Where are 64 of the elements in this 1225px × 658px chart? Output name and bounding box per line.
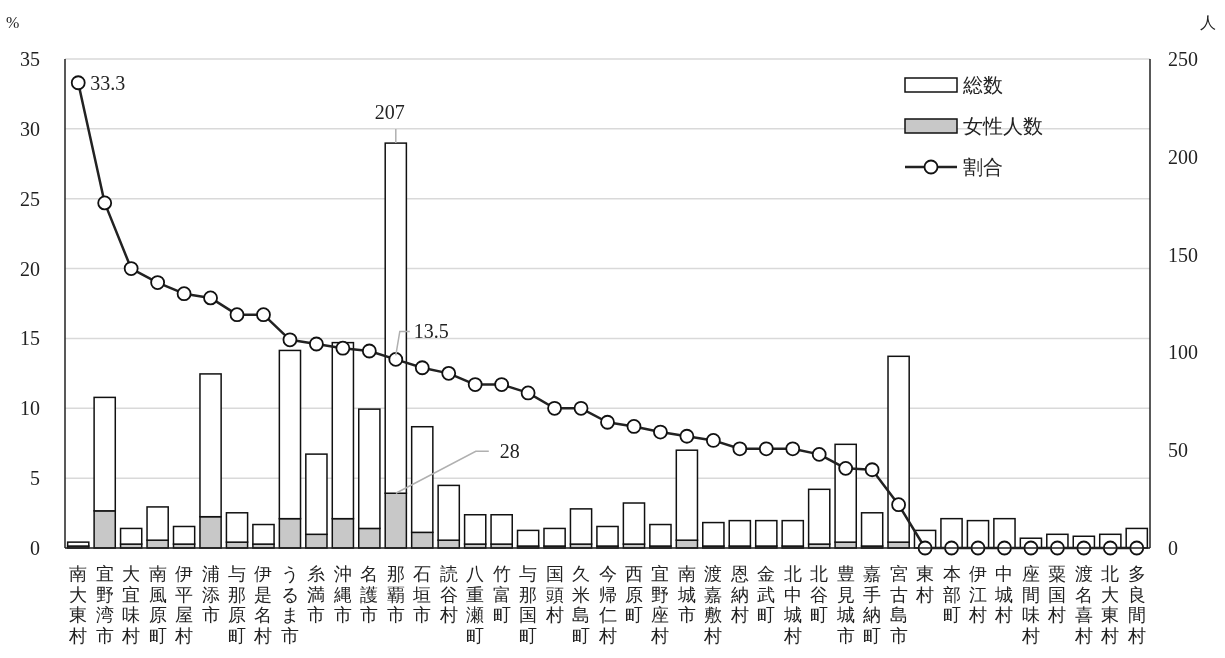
x-tick-label: 宜野湾市 [95,564,114,646]
y2-tick-label: 0 [1168,537,1178,559]
y2-tick-label: 100 [1168,341,1198,364]
x-tick-label: 東村 [915,564,935,605]
x-tick-label: 宮古島市 [889,564,908,646]
y-tick-label: 15 [20,327,40,350]
y2-tick-label: 50 [1168,439,1188,462]
x-tick-label: 名護市 [360,564,379,625]
x-tick-label: 与那原町 [228,564,247,646]
x-tick-label: 豊見城市 [835,564,855,646]
y-tick-label: 5 [30,467,40,490]
x-tick-label: 北谷町 [810,564,829,625]
y-tick-label: 10 [20,397,40,420]
x-tick-label: 本部町 [942,564,961,625]
x-tick-label: 北大東村 [1100,564,1120,646]
x-tick-label: 嘉手納町 [863,564,882,646]
data-label: 33.3 [90,71,126,94]
x-tick-label: 石垣市 [412,564,432,625]
x-tick-label: 宜野座村 [650,564,670,646]
x-tick-label: 糸満市 [307,564,326,625]
legend-label: 女性人数 [963,114,1043,138]
x-tick-label: 那覇市 [386,564,405,625]
x-tick-label: 浦添市 [201,564,220,625]
x-tick-label: 南城市 [676,564,696,625]
x-tick-label: 沖縄市 [332,564,352,625]
y2-tick-label: 200 [1168,145,1198,168]
data-label: 13.5 [413,320,449,343]
total-label: 207 [374,101,405,124]
y2-tick-label: 250 [1168,48,1198,70]
x-tick-label: 多良間村 [1126,564,1146,646]
x-tick-label: うるま市 [280,564,299,646]
x-tick-label: 座間味村 [1020,564,1040,646]
x-tick-label: 竹富町 [492,564,511,625]
x-tick-label: 中城村 [994,564,1014,625]
x-tick-label: 伊平屋村 [174,564,194,646]
legend-label: 総数 [962,73,1003,97]
x-tick-label: 国頭村 [544,564,564,625]
x-tick-label: 読谷村 [438,564,458,625]
data-label: 28 [499,440,520,463]
x-tick-label: 与那国町 [519,564,538,646]
x-tick-label: 南風原町 [148,564,167,646]
y-tick-label: 0 [30,537,40,559]
x-tick-label: 粟国村 [1047,564,1067,625]
y2-tick-label: 150 [1168,243,1198,266]
x-tick-label: 伊江村 [967,564,987,625]
x-tick-label: 南大東村 [68,564,88,646]
x-tick-label: 西原町 [624,564,643,625]
y-tick-label: 25 [20,187,40,210]
x-tick-label: 渡嘉敷村 [703,564,723,646]
x-tick-label: 恩納村 [729,564,749,625]
y-tick-label: 35 [20,48,40,70]
x-tick-label: 伊是名村 [253,564,273,646]
x-tick-label: 今帰仁村 [597,564,617,646]
y2-axis-title: 人 [1200,14,1216,31]
y-tick-label: 30 [20,117,40,140]
x-tick-label: 北中城村 [782,564,802,646]
x-tick-label: 八重瀬町 [466,564,485,646]
legend-label: 割合 [963,155,1003,179]
y-axis-title: % [6,14,20,31]
x-tick-label: 渡名喜村 [1073,564,1093,646]
x-tick-label: 久米島町 [572,564,591,646]
x-tick-label: 大宜味村 [121,564,141,646]
y-tick-label: 20 [20,257,40,280]
x-tick-label: 金武町 [757,564,776,625]
